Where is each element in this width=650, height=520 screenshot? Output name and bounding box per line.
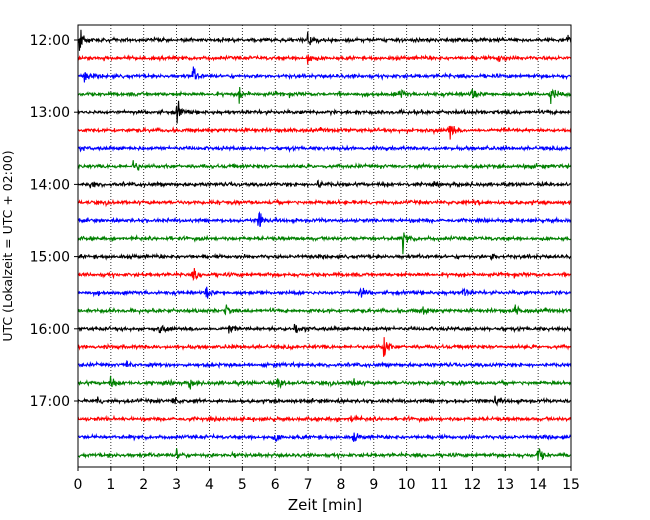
y-tick-label: 17:00 bbox=[30, 394, 70, 410]
seismogram-trace bbox=[77, 323, 572, 334]
y-tick-label: 14:00 bbox=[30, 177, 70, 193]
seismogram-trace bbox=[77, 87, 572, 104]
y-tick-label: 15:00 bbox=[30, 250, 70, 266]
seismogram-trace bbox=[77, 232, 572, 255]
plot-frame bbox=[77, 24, 572, 468]
x-axis-ticks: 0 1 2 3 4 5 6 7 8 9 10 11 12 13 14 15 bbox=[74, 467, 580, 493]
seismogram-trace bbox=[77, 29, 572, 51]
x-tick-label: 4 bbox=[205, 477, 214, 493]
seismogram-trace bbox=[77, 337, 572, 357]
seismogram-trace bbox=[77, 375, 572, 390]
x-tick-label: 11 bbox=[431, 477, 449, 493]
seismogram-trace bbox=[77, 66, 572, 83]
seismogram-trace bbox=[77, 160, 572, 171]
y-tick-label: 12:00 bbox=[30, 33, 70, 49]
y-axis-ticks: 12:00 13:00 14:00 15:00 16:00 17:00 bbox=[30, 33, 78, 410]
seismogram-trace bbox=[77, 211, 572, 228]
seismogram-trace bbox=[77, 286, 572, 299]
seismogram-trace bbox=[77, 360, 572, 370]
y-axis-label: UTC (Lokalzeit = UTC + 02:00) bbox=[0, 150, 15, 341]
x-tick-label: 13 bbox=[496, 477, 514, 493]
x-tick-label: 12 bbox=[463, 477, 481, 493]
x-tick-label: 14 bbox=[529, 477, 547, 493]
y-tick-label: 16:00 bbox=[30, 322, 70, 338]
y-tick-label: 13:00 bbox=[30, 105, 70, 121]
x-tick-label: 9 bbox=[369, 477, 378, 493]
x-tick-label: 1 bbox=[106, 477, 115, 493]
seismogram-trace bbox=[77, 268, 572, 282]
seismogram-trace bbox=[77, 100, 572, 124]
seismogram-trace bbox=[77, 304, 572, 316]
seismogram-trace bbox=[77, 144, 572, 153]
seismogram-trace bbox=[77, 54, 572, 65]
seismogram-trace bbox=[77, 414, 572, 424]
x-tick-label: 8 bbox=[336, 477, 345, 493]
x-tick-label: 6 bbox=[271, 477, 280, 493]
seismogram-trace bbox=[77, 432, 572, 443]
seismogram-traces bbox=[77, 29, 572, 461]
x-tick-label: 10 bbox=[398, 477, 416, 493]
x-axis-label: Zeit [min] bbox=[288, 496, 362, 514]
seismogram-trace bbox=[77, 252, 572, 261]
seismogram-trace bbox=[77, 395, 572, 407]
x-tick-label: 3 bbox=[172, 477, 181, 493]
seismogram-trace bbox=[77, 179, 572, 189]
seismogram-trace bbox=[77, 448, 572, 461]
x-tick-label: 2 bbox=[139, 477, 148, 493]
x-tick-label: 0 bbox=[74, 477, 83, 493]
x-tick-label: 15 bbox=[562, 477, 580, 493]
x-tick-label: 7 bbox=[304, 477, 313, 493]
seismogram-trace bbox=[77, 125, 572, 140]
x-tick-label: 5 bbox=[238, 477, 247, 493]
seismogram-trace bbox=[77, 198, 572, 208]
